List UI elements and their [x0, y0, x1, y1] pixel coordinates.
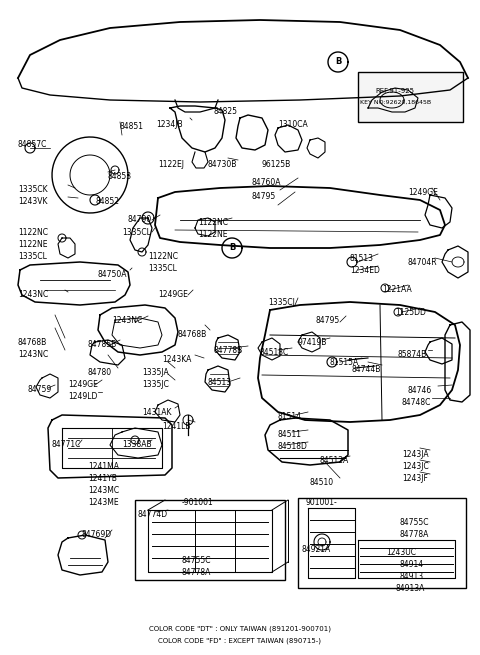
Text: 1234ED: 1234ED [350, 266, 380, 275]
Text: 1241MA: 1241MA [88, 462, 119, 471]
Text: 84768B: 84768B [18, 338, 47, 347]
Text: 84778A: 84778A [182, 568, 211, 577]
Text: 85874B: 85874B [398, 350, 427, 359]
Text: B: B [335, 58, 341, 67]
Text: KEY NO:92620,18645B: KEY NO:92620,18645B [360, 100, 431, 105]
Text: 84511: 84511 [278, 430, 302, 439]
Text: 1310CA: 1310CA [278, 120, 308, 129]
Text: 84913A: 84913A [395, 584, 424, 593]
Text: 84759: 84759 [28, 385, 52, 394]
Text: 1243JF: 1243JF [402, 474, 428, 483]
Text: 84913: 84913 [400, 572, 424, 581]
Text: 84512A: 84512A [320, 456, 349, 465]
Text: 84778A: 84778A [400, 530, 430, 539]
Text: B: B [229, 244, 235, 252]
Text: 84852: 84852 [95, 197, 119, 206]
Text: REF.91-925: REF.91-925 [375, 88, 414, 94]
Text: 84778B: 84778B [214, 346, 243, 355]
Text: 1122NE: 1122NE [198, 230, 228, 239]
Text: 84785B: 84785B [88, 340, 117, 349]
Text: 84795: 84795 [316, 316, 340, 325]
Text: 84795: 84795 [252, 192, 276, 201]
Text: -901001: -901001 [182, 498, 214, 507]
Text: 97419B: 97419B [298, 338, 327, 347]
Text: 901001-: 901001- [305, 498, 337, 507]
Text: 1335CL: 1335CL [122, 228, 151, 237]
Text: 1234JB: 1234JB [156, 120, 182, 129]
Text: 81513: 81513 [350, 254, 374, 263]
Text: 1249GE: 1249GE [68, 380, 98, 389]
Text: 1335CJ: 1335CJ [268, 298, 295, 307]
Text: 81514: 81514 [278, 412, 302, 421]
Text: 84750A: 84750A [98, 270, 128, 279]
Text: 1431AK: 1431AK [142, 408, 171, 417]
Text: 1122NC: 1122NC [198, 218, 228, 227]
Text: 1335CL: 1335CL [18, 252, 47, 261]
Text: 84780: 84780 [88, 368, 112, 377]
Text: COLOR CODE "DT" : ONLY TAIWAN (891201-900701): COLOR CODE "DT" : ONLY TAIWAN (891201-90… [149, 625, 331, 631]
Text: 1243JA: 1243JA [402, 450, 429, 459]
Text: 1122NC: 1122NC [18, 228, 48, 237]
Text: 1243NC: 1243NC [18, 350, 48, 359]
Text: 84518C: 84518C [260, 348, 289, 357]
Text: 1243UC: 1243UC [386, 548, 416, 557]
Text: 1243KA: 1243KA [162, 355, 192, 364]
Text: 1243JC: 1243JC [402, 462, 429, 471]
Text: 84755C: 84755C [400, 518, 430, 527]
Text: 84730B: 84730B [208, 160, 238, 169]
Text: 1241LB: 1241LB [162, 422, 191, 431]
Text: 1335CK: 1335CK [18, 185, 48, 194]
Text: 84760A: 84760A [252, 178, 281, 187]
Text: 84857C: 84857C [18, 140, 48, 149]
Text: 1249LD: 1249LD [68, 392, 97, 401]
Text: 84704R: 84704R [408, 258, 438, 267]
Text: 84748C: 84748C [402, 398, 432, 407]
Text: 1122EJ: 1122EJ [158, 160, 184, 169]
Text: 84851: 84851 [120, 122, 144, 131]
Text: 84744B: 84744B [352, 365, 382, 374]
Text: 1243MC: 1243MC [88, 486, 119, 495]
Text: 84769D: 84769D [82, 530, 112, 539]
Text: 1243NC: 1243NC [18, 290, 48, 299]
Text: 84513: 84513 [208, 378, 232, 387]
Text: 96125B: 96125B [262, 160, 291, 169]
Text: 1249GE: 1249GE [408, 188, 438, 197]
Text: 1335JA: 1335JA [142, 368, 169, 377]
Text: 84518D: 84518D [278, 442, 308, 451]
Text: 84510: 84510 [310, 478, 334, 487]
Text: 1122NE: 1122NE [18, 240, 48, 249]
Text: 1338AB: 1338AB [122, 440, 152, 449]
Bar [135, 500, 285, 580]
Text: 1243ME: 1243ME [88, 498, 119, 507]
Text: 84825: 84825 [214, 107, 238, 116]
Text: 84746: 84746 [408, 386, 432, 395]
Text: 84771C: 84771C [52, 440, 82, 449]
Text: 1125DD: 1125DD [395, 308, 426, 317]
Text: 81515A: 81515A [330, 358, 359, 367]
Text: 1221AA: 1221AA [382, 285, 412, 294]
Bar [298, 498, 466, 588]
Text: 84914: 84914 [400, 560, 424, 569]
Text: 84921A: 84921A [302, 545, 331, 554]
Text: 84768B: 84768B [178, 330, 207, 339]
Text: COLOR CODE "FD" : EXCEPT TAIWAN (890715-): COLOR CODE "FD" : EXCEPT TAIWAN (890715-… [158, 638, 322, 645]
Text: 1335CL: 1335CL [148, 264, 177, 273]
Text: 1335JC: 1335JC [142, 380, 169, 389]
Text: 1241YB: 1241YB [88, 474, 117, 483]
Text: 84853: 84853 [108, 172, 132, 181]
Text: 1243VK: 1243VK [18, 197, 48, 206]
Text: 84790: 84790 [128, 215, 152, 224]
Bar [358, 72, 463, 122]
Text: 1243NC: 1243NC [112, 316, 142, 325]
Text: 84755C: 84755C [182, 556, 212, 565]
Text: 84774D: 84774D [138, 510, 168, 519]
Text: 1249GE: 1249GE [158, 290, 188, 299]
Text: 1122NC: 1122NC [148, 252, 178, 261]
